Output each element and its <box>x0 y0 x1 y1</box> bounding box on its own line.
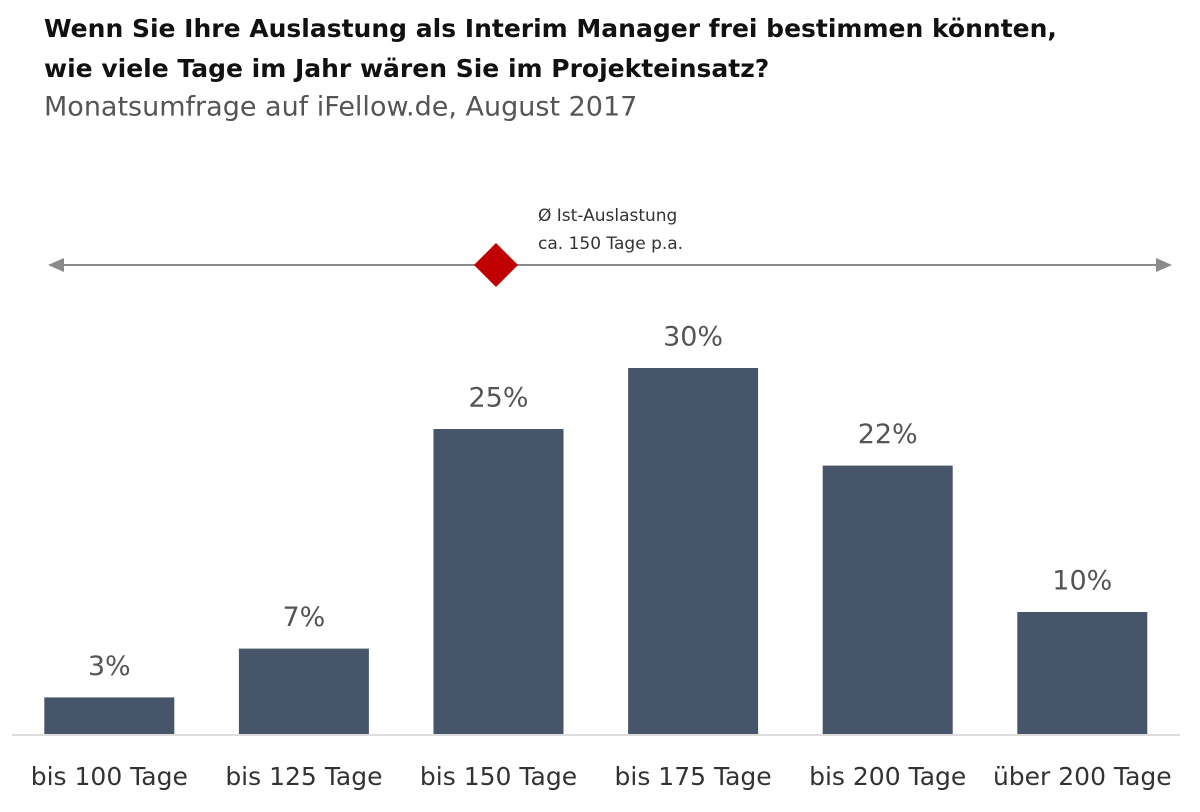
bar <box>238 648 369 734</box>
bar <box>433 429 564 734</box>
bar <box>628 368 759 734</box>
value-label: 3% <box>88 651 131 682</box>
x-tick-label: bis 150 Tage <box>420 762 577 791</box>
x-tick-label: über 200 Tage <box>993 762 1172 791</box>
bar <box>1017 612 1148 734</box>
bar <box>822 465 953 734</box>
arrow-head <box>1156 258 1172 272</box>
annotation: ca. 150 Tage p.a. <box>538 234 683 254</box>
x-tick-label: bis 175 Tage <box>615 762 772 791</box>
x-tick-label: bis 100 Tage <box>31 762 188 791</box>
value-label: 7% <box>282 602 325 633</box>
chart-title: Wenn Sie Ihre Auslastung als Interim Man… <box>44 14 1057 43</box>
value-label: 22% <box>858 419 918 450</box>
x-tick-label: bis 200 Tage <box>809 762 966 791</box>
annotation: Ø Ist-Auslastung <box>538 206 677 226</box>
chart-subtitle: Monatsumfrage auf iFellow.de, August 201… <box>44 92 637 123</box>
value-label: 25% <box>468 383 528 414</box>
bar <box>44 697 175 734</box>
value-label: 10% <box>1052 566 1112 597</box>
x-tick-label: bis 125 Tage <box>225 762 382 791</box>
average-marker <box>474 243 518 287</box>
arrow-head <box>48 258 64 272</box>
chart-title: wie viele Tage im Jahr wären Sie im Proj… <box>44 54 769 83</box>
value-label: 30% <box>663 322 723 353</box>
